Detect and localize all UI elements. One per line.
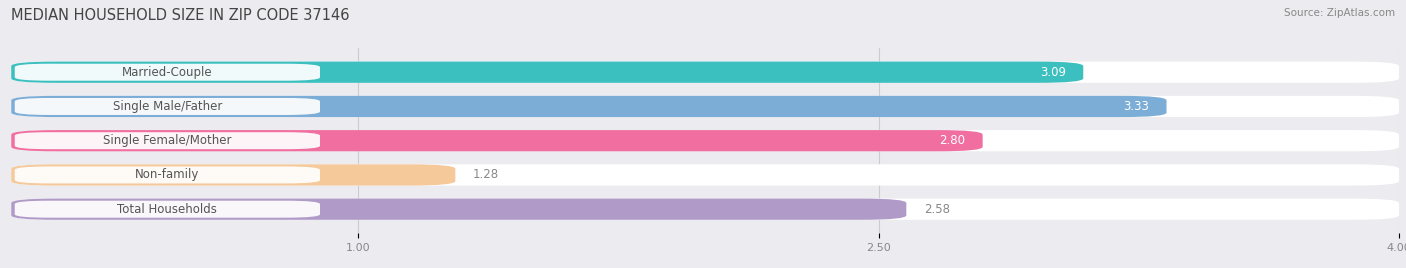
Text: Single Female/Mother: Single Female/Mother <box>103 134 232 147</box>
Text: Single Male/Father: Single Male/Father <box>112 100 222 113</box>
FancyBboxPatch shape <box>11 130 983 151</box>
FancyBboxPatch shape <box>11 62 1399 83</box>
Text: Married-Couple: Married-Couple <box>122 66 212 79</box>
FancyBboxPatch shape <box>11 164 456 185</box>
FancyBboxPatch shape <box>11 62 1083 83</box>
Text: Non-family: Non-family <box>135 169 200 181</box>
FancyBboxPatch shape <box>11 96 1399 117</box>
Text: 2.58: 2.58 <box>924 203 949 216</box>
Text: Source: ZipAtlas.com: Source: ZipAtlas.com <box>1284 8 1395 18</box>
Text: MEDIAN HOUSEHOLD SIZE IN ZIP CODE 37146: MEDIAN HOUSEHOLD SIZE IN ZIP CODE 37146 <box>11 8 350 23</box>
FancyBboxPatch shape <box>14 132 321 149</box>
Text: 1.28: 1.28 <box>472 169 499 181</box>
FancyBboxPatch shape <box>14 64 321 81</box>
Text: 3.09: 3.09 <box>1040 66 1066 79</box>
FancyBboxPatch shape <box>11 199 907 220</box>
FancyBboxPatch shape <box>14 98 321 115</box>
Text: 2.80: 2.80 <box>939 134 966 147</box>
FancyBboxPatch shape <box>11 130 1399 151</box>
Text: 3.33: 3.33 <box>1123 100 1149 113</box>
Text: Total Households: Total Households <box>118 203 218 216</box>
FancyBboxPatch shape <box>11 199 1399 220</box>
FancyBboxPatch shape <box>14 166 321 183</box>
FancyBboxPatch shape <box>14 201 321 218</box>
FancyBboxPatch shape <box>11 96 1167 117</box>
FancyBboxPatch shape <box>11 164 1399 185</box>
